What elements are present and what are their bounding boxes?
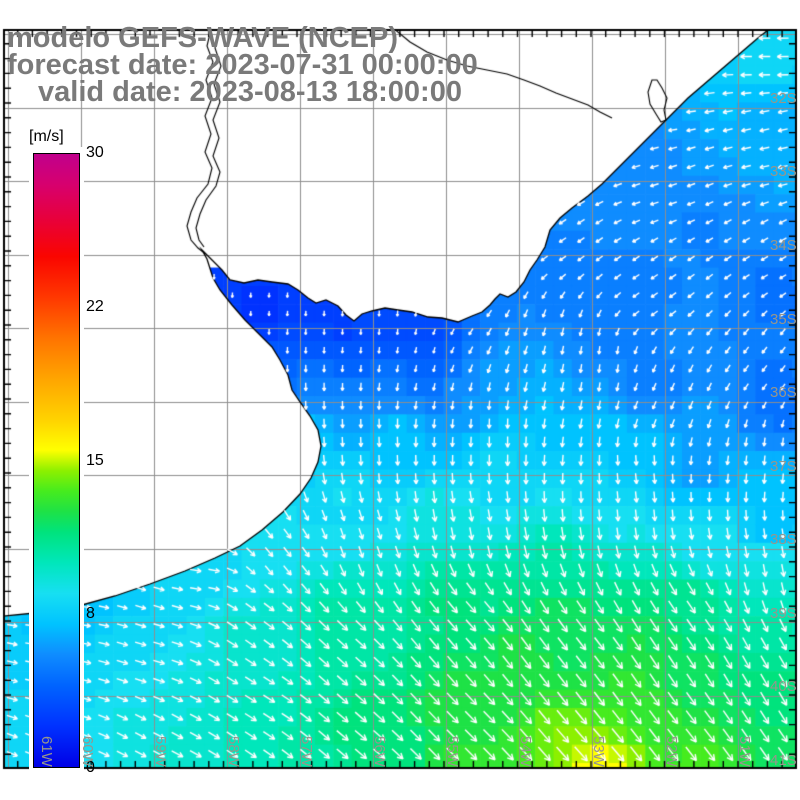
lat-label: 35S (770, 311, 797, 328)
lon-label: 59W (152, 736, 169, 767)
colorbar-gradient (33, 153, 80, 768)
lat-label: 40S (770, 678, 797, 695)
colorbar-tick-label: 15 (86, 451, 104, 469)
lon-label: 61W (38, 736, 55, 767)
lat-label: 39S (770, 605, 797, 622)
lat-label: 37S (770, 458, 797, 475)
lat-label: 36S (770, 384, 797, 401)
lon-label: 53W (590, 736, 607, 767)
colorbar-tick-label: 8 (86, 605, 95, 623)
lon-label: 60W (79, 736, 96, 767)
colorbar-tick-label: 22 (86, 297, 104, 315)
colorbar-tick-label: 0 (86, 759, 95, 776)
lat-label: 38S (770, 531, 797, 548)
lat-label: 34S (770, 237, 797, 254)
forecast-date: forecast date: 2023-07-31 00:00:00 (7, 49, 478, 81)
lat-label: 41S (770, 752, 797, 769)
colorbar-unit-label: [m/s] (29, 128, 64, 145)
lon-label: 56W (371, 736, 388, 767)
lon-label: 57W (298, 736, 315, 767)
lon-label: 51W (736, 736, 753, 767)
model-title: modelo GEFS-WAVE (NCEP) (7, 22, 398, 54)
lat-label: 33S (770, 163, 797, 180)
lon-label: 55W (444, 736, 461, 767)
colorbar (29, 147, 84, 775)
colorbar-tick-label: 30 (86, 144, 104, 161)
lon-label: 54W (517, 736, 534, 767)
lat-label: 32S (770, 90, 797, 107)
lon-label: 52W (663, 736, 680, 767)
valid-date: valid date: 2023-08-13 18:00:00 (38, 76, 462, 108)
lon-label: 58W (225, 736, 242, 767)
